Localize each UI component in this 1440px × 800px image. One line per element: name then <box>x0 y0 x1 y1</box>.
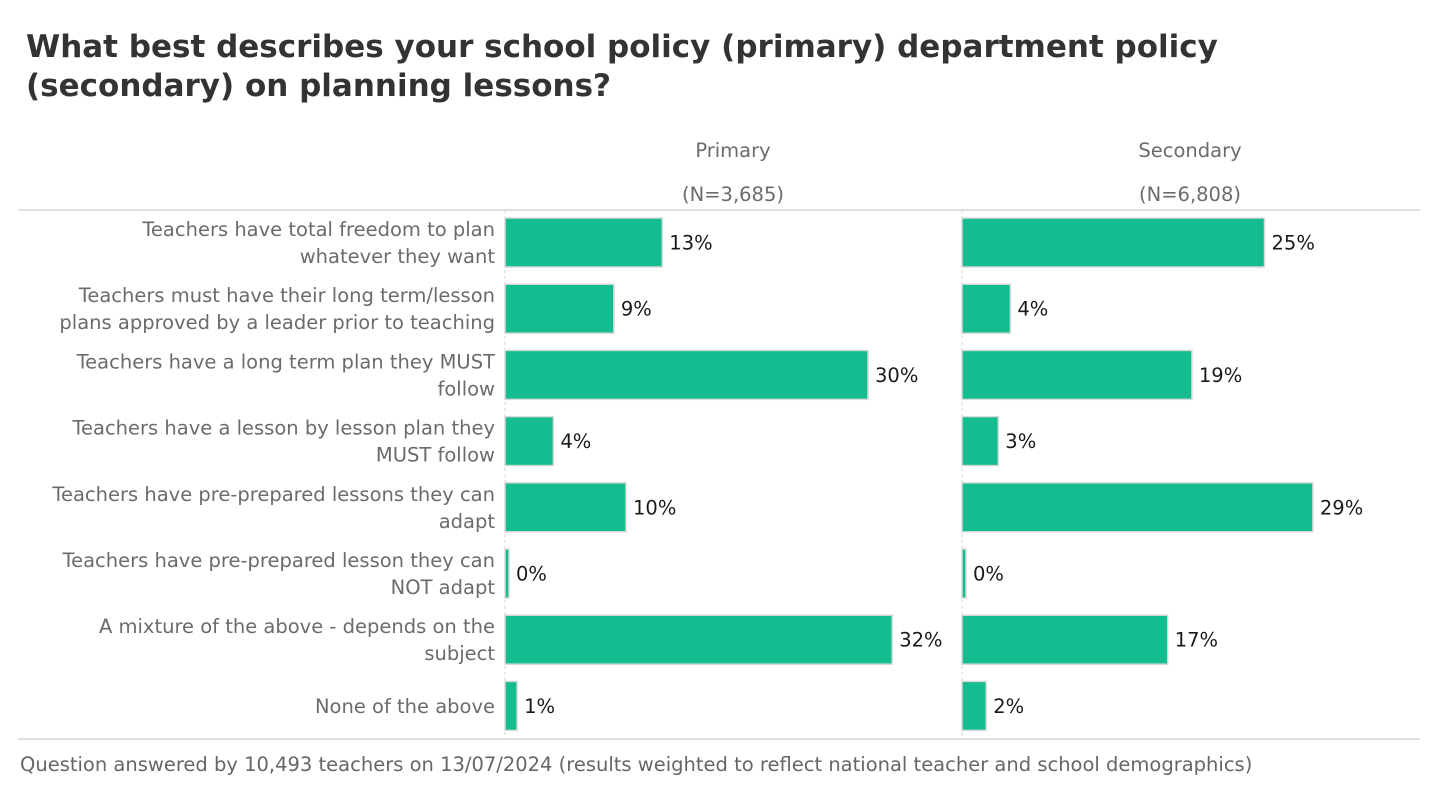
bar-primary <box>504 349 869 401</box>
value-label-primary: 30% <box>875 364 918 387</box>
bar-secondary <box>961 614 1169 665</box>
category-label: Teachers have a lesson by lesson plan th… <box>71 417 495 467</box>
category-label: Teachers have a long term plan they MUST… <box>76 350 496 400</box>
category-label-line: whatever they want <box>300 245 496 268</box>
chart-footnote: Question answered by 10,493 teachers on … <box>20 753 1253 776</box>
value-label-secondary: 29% <box>1320 496 1363 519</box>
category-label-line: Teachers have a lesson by lesson plan th… <box>71 417 495 440</box>
value-label-secondary: 19% <box>1199 364 1242 387</box>
value-label-primary: 4% <box>560 430 591 453</box>
bar-secondary <box>961 482 1314 533</box>
value-label-secondary: 3% <box>1005 430 1036 453</box>
category-label-line: adapt <box>439 510 496 533</box>
category-label-line: Teachers have pre-prepared lesson they c… <box>62 549 496 572</box>
value-label-secondary: 4% <box>1017 298 1048 321</box>
value-label-primary: 9% <box>621 298 652 321</box>
category-label: A mixture of the above - depends on the s… <box>99 615 495 665</box>
bar-primary <box>504 217 664 268</box>
bar-primary <box>504 548 510 599</box>
value-label-secondary: 17% <box>1175 629 1218 652</box>
category-label: Teachers have total freedom to plan whate… <box>141 218 495 268</box>
category-label-line: Teachers have pre-prepared lessons they … <box>51 483 495 506</box>
bar-primary <box>504 482 627 533</box>
bar-secondary <box>961 349 1193 401</box>
category-label: Teachers have pre-prepared lesson they c… <box>62 549 496 599</box>
category-label: Teachers must have their long term/lesso… <box>59 284 495 334</box>
category-label-line: A mixture of the above - depends on the <box>99 615 495 638</box>
category-label-line: Teachers have total freedom to plan <box>141 218 495 241</box>
bar-primary <box>504 415 555 467</box>
category-label-line: follow <box>437 377 495 400</box>
value-label-primary: 32% <box>899 629 942 652</box>
panel-header-secondary: Secondary <box>1138 139 1241 162</box>
bar-secondary <box>961 548 967 599</box>
value-label-primary: 13% <box>669 232 712 255</box>
bar-secondary <box>961 680 987 732</box>
category-label: None of the above <box>315 695 495 718</box>
category-label-line: Teachers must have their long term/lesso… <box>78 284 495 307</box>
category-label: Teachers have pre-prepared lessons they … <box>51 483 495 533</box>
category-label-line: Teachers have a long term plan they MUST <box>76 350 496 373</box>
category-label-line: subject <box>424 642 495 665</box>
bar-primary <box>504 614 893 665</box>
value-label-primary: 0% <box>516 563 547 586</box>
category-label-line: NOT adapt <box>391 576 496 599</box>
bar-primary <box>504 680 518 732</box>
category-label-line: plans approved by a leader prior to teac… <box>59 311 495 334</box>
value-label-secondary: 25% <box>1272 232 1315 255</box>
category-label-line: None of the above <box>315 695 495 718</box>
panel-n-label-primary: (N=3,685) <box>682 183 784 206</box>
category-label-line: MUST follow <box>376 444 495 467</box>
chart-title: What best describes your school policy (… <box>26 29 1218 104</box>
panel-n-label-secondary: (N=6,808) <box>1139 183 1241 206</box>
value-label-secondary: 0% <box>973 563 1004 586</box>
value-label-primary: 1% <box>524 695 555 718</box>
value-label-primary: 10% <box>633 496 676 519</box>
bar-secondary <box>961 283 1012 334</box>
value-label-secondary: 2% <box>993 695 1024 718</box>
bar-secondary <box>961 415 1000 467</box>
panel-header-primary: Primary <box>695 139 770 162</box>
bar-secondary <box>961 217 1266 268</box>
bar-primary <box>504 283 615 334</box>
